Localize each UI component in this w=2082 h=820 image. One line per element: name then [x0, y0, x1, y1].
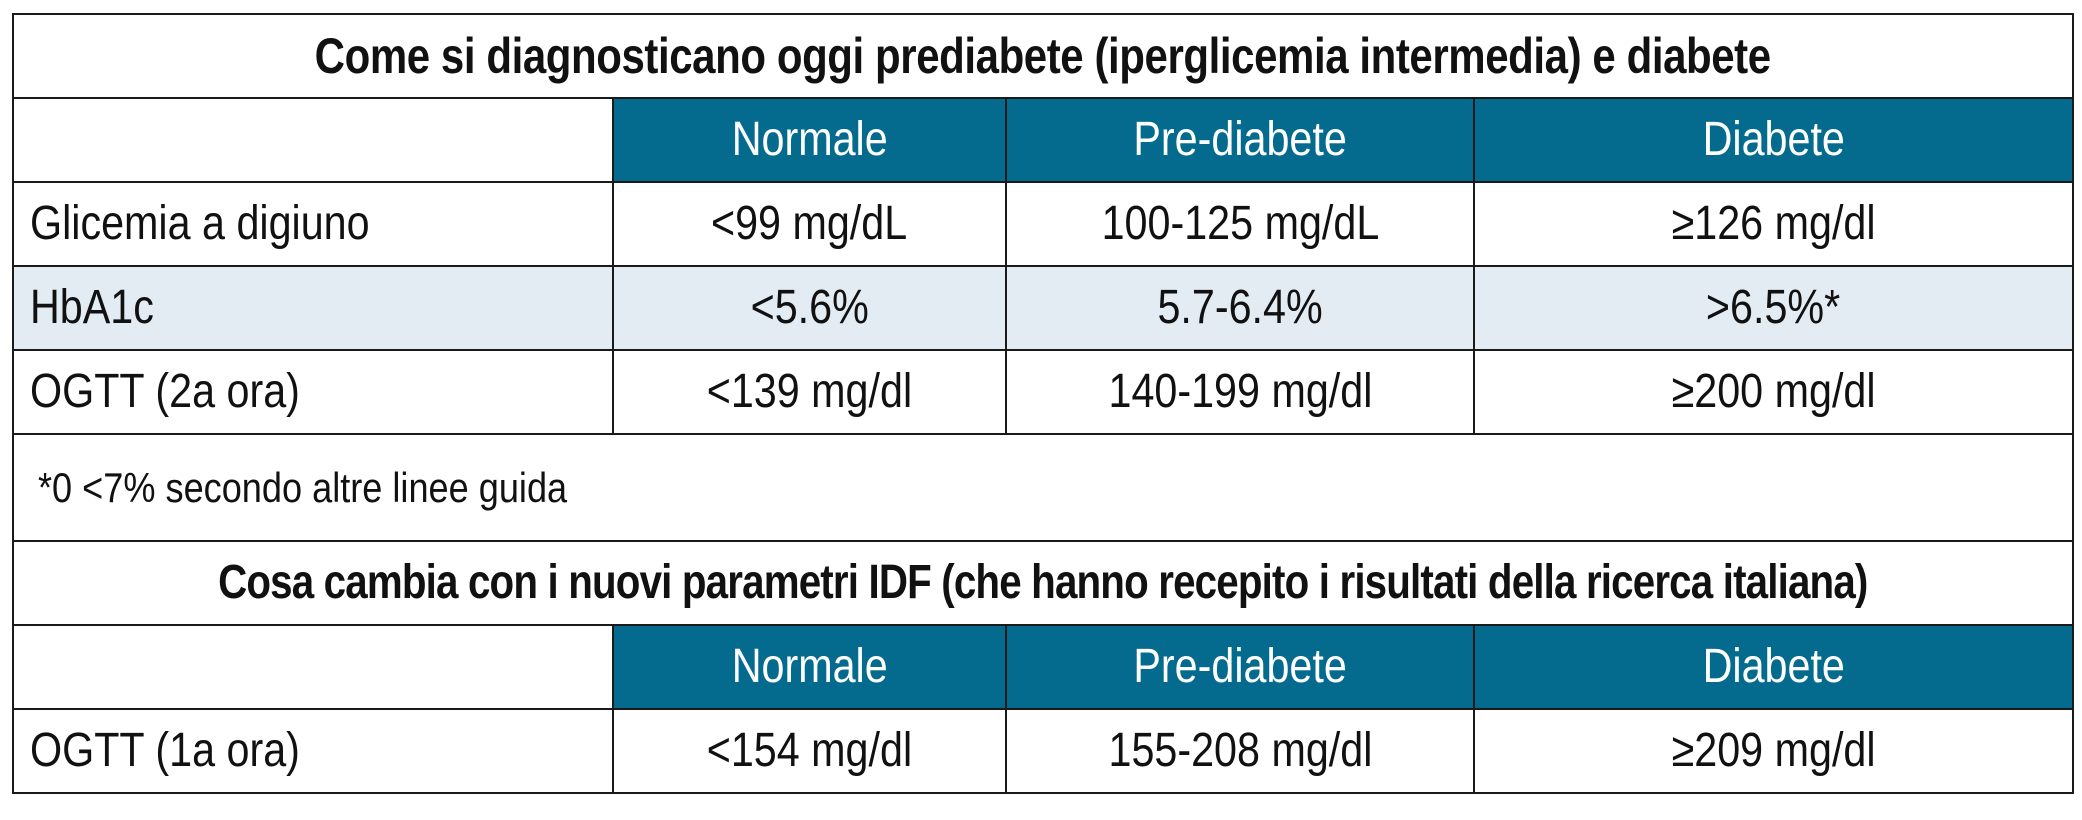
- cell-text: 5.7-6.4%: [1157, 281, 1323, 334]
- row-label-text: OGTT (1a ora): [30, 724, 300, 777]
- table-row: Glicemia a digiuno <99 mg/dL 100-125 mg/…: [12, 181, 2075, 267]
- section1-header-blank: [12, 97, 614, 183]
- section2-title-text: Cosa cambia con i nuovi parametri IDF (c…: [218, 556, 1868, 609]
- section1-title-row: Come si diagnosticano oggi prediabete (i…: [11, 13, 2075, 99]
- diagnosis-table: Come si diagnosticano oggi prediabete (i…: [11, 13, 2075, 794]
- header-label: Diabete: [1702, 640, 1845, 693]
- section1-header-diabete: Diabete: [1472, 97, 2075, 183]
- cell-value: 100-125 mg/dL: [1005, 181, 1475, 267]
- cell-text: >6.5%*: [1706, 281, 1841, 334]
- header-label: Diabete: [1702, 113, 1845, 166]
- section2-title-row: Cosa cambia con i nuovi parametri IDF (c…: [11, 540, 2075, 626]
- cell-value: <99 mg/dL: [612, 181, 1007, 267]
- cell-value: 5.7-6.4%: [1005, 265, 1475, 351]
- cell-value: ≥200 mg/dl: [1472, 349, 2075, 435]
- section1-header-prediabete: Pre-diabete: [1005, 97, 1475, 183]
- row-label-text: HbA1c: [30, 281, 154, 334]
- section2-header-blank: [12, 624, 614, 710]
- row-label-text: Glicemia a digiuno: [30, 197, 370, 250]
- cell-value: >6.5%*: [1472, 265, 2075, 351]
- row-label-ogtt-1h: OGTT (1a ora): [12, 708, 614, 794]
- footnote-text: *0 <7% secondo altre linee guida: [38, 463, 568, 511]
- table-row: OGTT (2a ora) <139 mg/dl 140-199 mg/dl ≥…: [12, 349, 2075, 435]
- cell-text: <5.6%: [750, 281, 869, 334]
- cell-text: 100-125 mg/dL: [1101, 197, 1379, 250]
- section1-title: Come si diagnosticano oggi prediabete (i…: [11, 13, 2075, 99]
- table-row: HbA1c <5.6% 5.7-6.4% >6.5%*: [12, 265, 2075, 351]
- cell-value: 140-199 mg/dl: [1005, 349, 1475, 435]
- cell-value: <139 mg/dl: [612, 349, 1007, 435]
- cell-text: <139 mg/dl: [706, 365, 913, 418]
- section1-title-text: Come si diagnosticano oggi prediabete (i…: [315, 28, 1772, 84]
- cell-text: ≥200 mg/dl: [1671, 365, 1876, 418]
- cell-text: <154 mg/dl: [706, 724, 913, 777]
- header-label: Pre-diabete: [1133, 640, 1347, 693]
- cell-value: <154 mg/dl: [612, 708, 1007, 794]
- header-label: Normale: [731, 640, 888, 693]
- cell-text: <99 mg/dL: [711, 197, 908, 250]
- section2-title: Cosa cambia con i nuovi parametri IDF (c…: [11, 540, 2075, 626]
- cell-text: 140-199 mg/dl: [1108, 365, 1372, 418]
- section2-header-diabete: Diabete: [1472, 624, 2075, 710]
- cell-text: ≥209 mg/dl: [1671, 724, 1876, 777]
- header-label: Pre-diabete: [1133, 113, 1347, 166]
- row-label-ogtt-2h: OGTT (2a ora): [12, 349, 614, 435]
- row-label-glicemia: Glicemia a digiuno: [12, 181, 614, 267]
- cell-value: <5.6%: [612, 265, 1007, 351]
- table-row: OGTT (1a ora) <154 mg/dl 155-208 mg/dl ≥…: [12, 708, 2075, 794]
- section2-header-row: Normale Pre-diabete Diabete: [12, 624, 2075, 710]
- cell-text: ≥126 mg/dl: [1671, 197, 1876, 250]
- cell-value: ≥209 mg/dl: [1472, 708, 2075, 794]
- section2-header-prediabete: Pre-diabete: [1005, 624, 1475, 710]
- cell-text: 155-208 mg/dl: [1108, 724, 1372, 777]
- cell-value: ≥126 mg/dl: [1472, 181, 2075, 267]
- cell-value: 155-208 mg/dl: [1005, 708, 1475, 794]
- diagnosis-table-container: Come si diagnosticano oggi prediabete (i…: [11, 13, 2075, 794]
- section1-header-row: Normale Pre-diabete Diabete: [12, 97, 2075, 183]
- row-label-hba1c: HbA1c: [12, 265, 614, 351]
- row-label-text: OGTT (2a ora): [30, 365, 300, 418]
- header-label: Normale: [731, 113, 888, 166]
- section2-header-normale: Normale: [612, 624, 1007, 710]
- section1-header-normale: Normale: [612, 97, 1007, 183]
- footnote-row: *0 <7% secondo altre linee guida: [11, 433, 2075, 542]
- footnote: *0 <7% secondo altre linee guida: [11, 433, 2075, 542]
